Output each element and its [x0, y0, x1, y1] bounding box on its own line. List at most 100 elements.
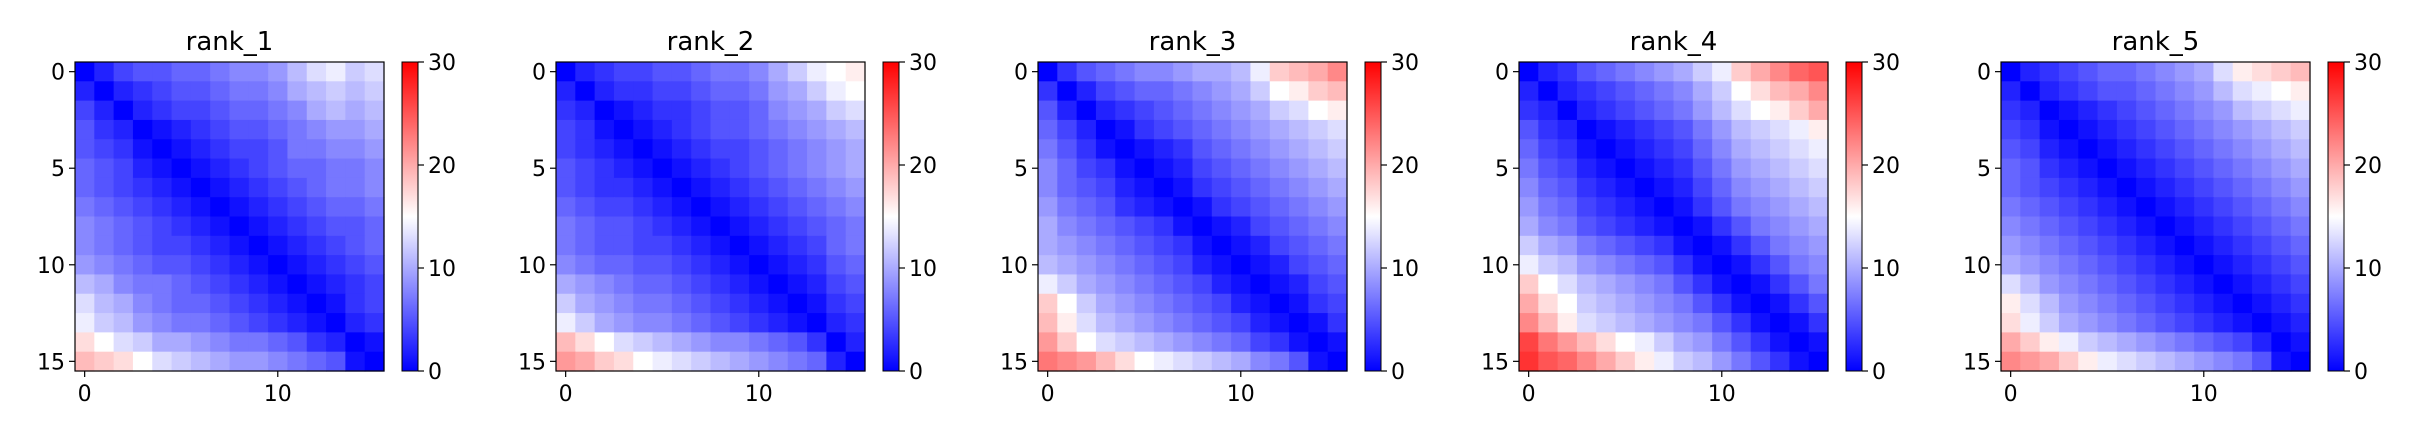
heatmap-cell — [1712, 62, 1733, 82]
heatmap-cell — [248, 313, 269, 333]
heatmap-cell — [1808, 177, 1829, 198]
heatmap-cell — [2001, 119, 2021, 140]
heatmap-cell — [2194, 313, 2215, 333]
heatmap-cell — [152, 177, 173, 198]
heatmap-cell — [248, 274, 269, 295]
heatmap-cell — [75, 313, 95, 333]
heatmap-cell — [1038, 235, 1058, 256]
heatmap-cell — [2078, 158, 2099, 179]
heatmap-cell — [1557, 274, 1578, 295]
heatmap-cell — [575, 216, 596, 237]
heatmap-cell — [1057, 255, 1078, 276]
heatmap-cell — [556, 235, 576, 256]
heatmap-cell — [1327, 332, 1348, 353]
heatmap-cell — [2252, 255, 2272, 276]
heatmap-cell — [2213, 313, 2234, 333]
heatmap-cell — [768, 235, 789, 256]
heatmap-cell — [326, 81, 346, 102]
heatmap-cell — [2136, 177, 2157, 198]
heatmap-cell — [2058, 62, 2079, 82]
heatmap-frame — [2000, 61, 2311, 372]
heatmap-cell — [2058, 197, 2079, 218]
heatmap-cell — [633, 255, 654, 276]
heatmap-cell — [652, 235, 673, 256]
heatmap-cell — [1250, 216, 1271, 237]
heatmap-cell — [75, 332, 95, 353]
heatmap-cell — [345, 216, 366, 237]
heatmap-cell — [1615, 119, 1636, 140]
heatmap-cell — [306, 255, 327, 276]
heatmap-cell — [845, 274, 866, 295]
heatmap-cell — [1076, 197, 1097, 218]
heatmap-cell — [1173, 119, 1194, 140]
heatmap-cell — [1327, 216, 1348, 237]
heatmap-cell — [2039, 100, 2060, 121]
heatmap-cell — [2136, 332, 2157, 353]
heatmap-cell — [613, 216, 634, 237]
heatmap-cell — [2116, 255, 2137, 276]
heatmap-cell — [326, 100, 346, 121]
heatmap-cell — [2252, 139, 2272, 160]
heatmap-cell — [1731, 119, 1752, 140]
heatmap-cell — [1134, 235, 1155, 256]
heatmap-cell — [1192, 139, 1213, 160]
heatmap-cell — [1519, 274, 1539, 295]
heatmap-cell — [710, 313, 731, 333]
heatmap-cell — [2097, 139, 2118, 160]
heatmap-cell — [2194, 293, 2215, 314]
x-tick-label: 0 — [1041, 382, 1055, 407]
heatmap-cell — [1654, 177, 1675, 198]
heatmap-cell — [1576, 139, 1597, 160]
heatmap-cell — [1692, 255, 1713, 276]
heatmap-cell — [1673, 158, 1694, 179]
heatmap-cell — [1634, 351, 1655, 372]
heatmap-cell — [2116, 197, 2137, 218]
heatmap-cell — [1231, 139, 1252, 160]
heatmap-cell — [1634, 216, 1655, 237]
heatmap-cell — [1770, 62, 1790, 82]
heatmap-cell — [1192, 119, 1213, 140]
heatmap-cell — [1231, 197, 1252, 218]
heatmap-cell — [1269, 216, 1290, 237]
heatmap-cell — [248, 216, 269, 237]
heatmap-cell — [229, 139, 250, 160]
heatmap-cell — [75, 81, 95, 102]
heatmap-cell — [171, 100, 192, 121]
heatmap-cell — [1557, 351, 1578, 372]
heatmap-cell — [1095, 332, 1116, 353]
heatmap-cell — [2232, 351, 2253, 372]
heatmap-cell — [1615, 177, 1636, 198]
heatmap-cell — [190, 100, 211, 121]
heatmap-cell — [2136, 197, 2157, 218]
heatmap-cell — [1038, 119, 1058, 140]
y-tick-label: 10 — [1000, 254, 1028, 279]
heatmap-cell — [1095, 274, 1116, 295]
heatmap-cell — [268, 81, 289, 102]
heatmap-cell — [2252, 197, 2272, 218]
heatmap-cell — [729, 274, 750, 295]
heatmap-cell — [2174, 119, 2195, 140]
heatmap-cell — [691, 177, 712, 198]
heatmap-cell — [2194, 255, 2215, 276]
heatmap-cell — [2001, 274, 2021, 295]
heatmap-cell — [94, 62, 115, 82]
heatmap-cell — [613, 158, 634, 179]
heatmap-cell — [94, 197, 115, 218]
heatmap-cell — [268, 119, 289, 140]
y-tick-label: 15 — [37, 350, 65, 375]
heatmap-cell — [75, 274, 95, 295]
heatmap-cell — [1211, 216, 1232, 237]
heatmap-cell — [1692, 139, 1713, 160]
heatmap-cell — [1731, 216, 1752, 237]
heatmap-cell — [807, 62, 827, 82]
heatmap-cell — [345, 351, 366, 372]
heatmap-cell — [1327, 293, 1348, 314]
heatmap-cell — [1557, 139, 1578, 160]
heatmap-cell — [190, 351, 211, 372]
heatmap-cell — [613, 197, 634, 218]
heatmap-cell — [268, 158, 289, 179]
heatmap-cell — [2097, 100, 2118, 121]
heatmap-cell — [2078, 62, 2099, 82]
heatmap-cell — [1115, 255, 1136, 276]
heatmap-cell — [1770, 81, 1790, 102]
